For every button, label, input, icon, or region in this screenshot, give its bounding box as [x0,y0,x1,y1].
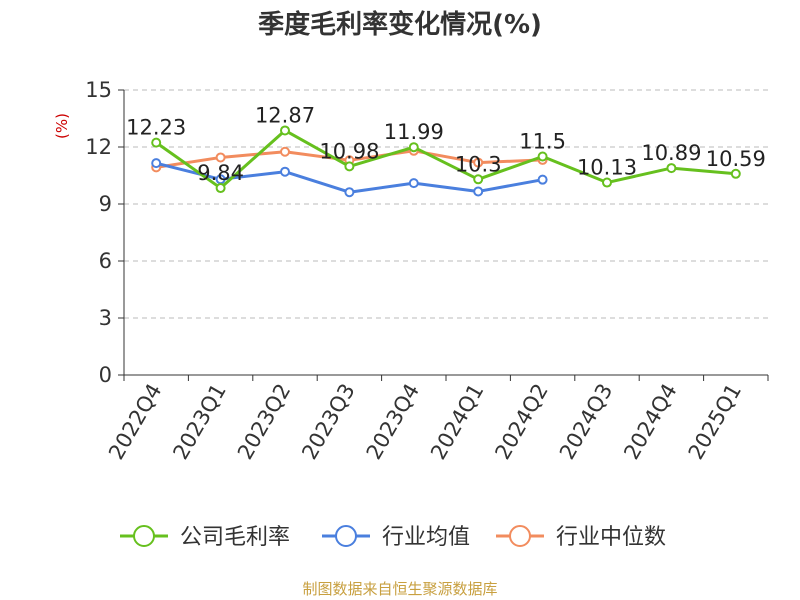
series-lines [151,125,741,198]
data-label: 11.99 [384,120,444,144]
x-tick-label: 2024Q2 [490,380,552,464]
legend-label: 行业中位数 [556,525,666,550]
legend-label: 行业均值 [382,525,470,550]
data-point [215,152,226,163]
data-point [215,183,226,194]
x-tick-label: 2023Q2 [233,380,295,464]
x-tick-label: 2024Q1 [426,380,488,464]
y-tick-label: 0 [99,363,112,387]
data-label: 10.98 [319,139,379,163]
y-tick-label: 9 [99,192,112,216]
axes [123,90,768,376]
y-tick-label: 6 [99,249,112,273]
data-point [473,157,484,168]
legend-item[interactable]: 公司毛利率 [120,525,290,550]
data-point [408,178,419,189]
source-note: 制图数据来自恒生聚源数据库 [302,580,497,598]
data-label: 10.89 [641,141,701,165]
data-point [473,186,484,197]
data-point [666,163,677,174]
data-label: 10.3 [455,152,502,176]
legend-swatch-marker [509,525,531,547]
data-point [344,187,355,198]
y-tick-label: 3 [99,306,112,330]
x-tick-label: 2024Q3 [555,380,617,464]
data-label: 9.84 [197,161,244,185]
data-label: 12.87 [255,103,315,127]
chart-title: 季度毛利率变化情况(%) [258,9,542,40]
data-label: 10.13 [577,156,637,180]
x-tick-label: 2023Q4 [362,380,424,464]
x-tick-label: 2023Q1 [168,380,230,464]
data-point [473,174,484,185]
data-label: 12.23 [126,116,186,140]
data-point [344,161,355,172]
legend-item[interactable]: 行业均值 [322,525,470,550]
legend-label: 公司毛利率 [180,525,290,550]
data-point [537,151,548,162]
data-point [537,174,548,185]
legend[interactable]: 公司毛利率 行业均值 行业中位数 [120,525,666,550]
data-point [408,142,419,153]
grid-lines [124,89,768,319]
data-point [280,125,290,136]
data-point [280,146,290,157]
x-tick-label: 2023Q3 [297,380,359,464]
data-point [280,166,290,177]
x-tick-label: 2024Q4 [619,380,681,464]
data-point [151,158,162,169]
x-tick-label: 2022Q4 [104,380,166,464]
data-point [151,137,162,148]
x-axis-ticks: 2022Q4 2023Q1 2023Q2 2023Q3 2023Q4 2024Q1 2024… [104,375,769,464]
series-line [155,128,736,190]
y-tick-label: 12 [85,135,112,159]
y-axis-ticks: 0 3 6 9 12 15 [85,78,124,387]
legend-item[interactable]: 行业中位数 [496,525,666,550]
legend-swatch-marker [133,525,155,547]
data-label: 10.59 [706,147,766,171]
data-labels: 12.239.8412.8710.9811.9910.311.510.1310.… [126,103,766,185]
y-tick-label: 15 [85,78,112,102]
legend-swatch-marker [335,525,357,547]
data-label: 11.5 [519,130,566,154]
y-axis-unit-label: (%) [53,113,71,139]
data-point [602,177,612,188]
x-tick-label: 2025Q1 [684,380,746,464]
data-point [730,168,741,179]
